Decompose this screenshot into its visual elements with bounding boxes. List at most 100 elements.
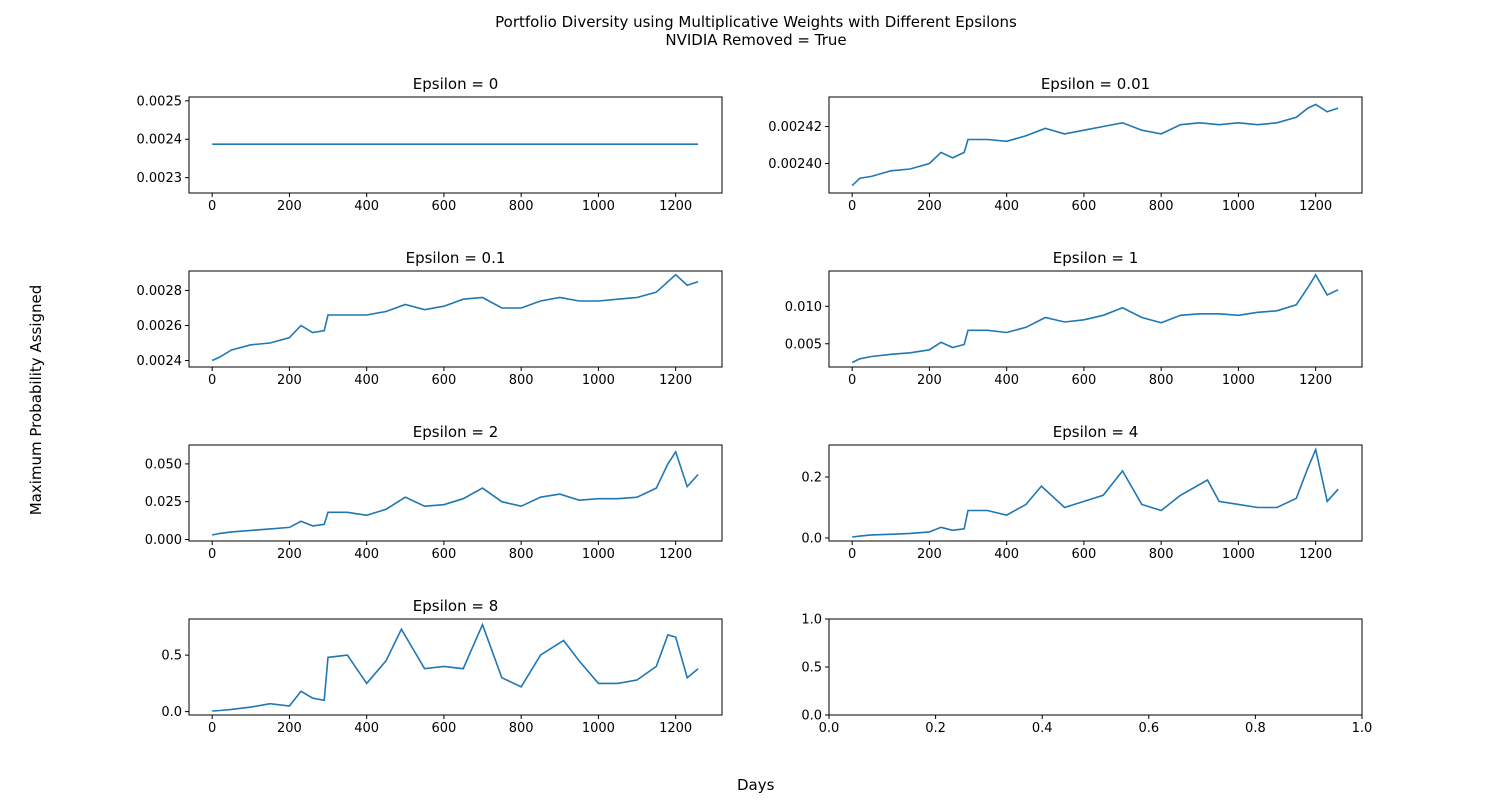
x-tick-label: 1200 xyxy=(659,199,692,214)
x-tick-label: 600 xyxy=(431,199,456,214)
x-tick-label: 400 xyxy=(994,199,1019,214)
data-series-line xyxy=(852,446,1339,538)
x-tick-label: 1200 xyxy=(659,373,692,388)
y-tick-label: 0.025 xyxy=(145,495,182,510)
x-tick-label: 0 xyxy=(208,373,216,388)
x-tick-label: 400 xyxy=(994,373,1019,388)
x-tick-label: 600 xyxy=(431,721,456,736)
x-tick-label: 600 xyxy=(431,547,456,562)
x-tick-label: 1000 xyxy=(582,199,615,214)
y-tick-label: 0.0023 xyxy=(137,171,183,186)
x-tick-label: 400 xyxy=(354,721,379,736)
y-tick-label: 0.0026 xyxy=(137,319,183,334)
axes-frame xyxy=(828,96,1363,194)
x-tick-label: 1200 xyxy=(1299,199,1332,214)
x-tick-label: 0 xyxy=(848,199,856,214)
y-tick-label: 0.010 xyxy=(785,300,822,315)
x-tick-label: 600 xyxy=(1071,199,1096,214)
x-tick-label: 800 xyxy=(1149,373,1174,388)
x-tick-label: 400 xyxy=(354,199,379,214)
x-tick-label: 200 xyxy=(917,199,942,214)
x-tick-label: 1200 xyxy=(1299,373,1332,388)
y-tick-label: 0.00242 xyxy=(768,120,822,135)
x-tick-label: 400 xyxy=(994,547,1019,562)
x-tick-label: 0.2 xyxy=(925,721,946,736)
x-tick-label: 0.0 xyxy=(819,721,840,736)
subplot-title: Epsilon = 0.01 xyxy=(1041,75,1150,93)
data-series-line xyxy=(212,449,699,536)
y-tick-label: 0.5 xyxy=(801,661,822,676)
y-tick-label: 0.0024 xyxy=(137,354,183,369)
y-tick-label: 0.0 xyxy=(161,705,182,720)
data-series-line xyxy=(212,622,699,712)
axes-frame xyxy=(188,618,723,716)
x-tick-label: 200 xyxy=(277,547,302,562)
x-tick-label: 200 xyxy=(277,199,302,214)
y-tick-label: 0.000 xyxy=(145,533,182,548)
axes-frame xyxy=(188,270,723,368)
y-tick-label: 0.050 xyxy=(145,457,182,472)
x-tick-label: 1200 xyxy=(659,721,692,736)
x-tick-label: 0 xyxy=(208,547,216,562)
axes-frame xyxy=(188,444,723,542)
data-series-line xyxy=(851,273,1339,364)
x-tick-label: 1.0 xyxy=(1352,721,1373,736)
x-tick-label: 1200 xyxy=(659,547,692,562)
y-tick-label: 1.0 xyxy=(801,613,822,628)
y-tick-label: 0.0024 xyxy=(137,133,183,148)
y-tick-label: 0.2 xyxy=(801,471,822,486)
x-tick-label: 0.6 xyxy=(1138,721,1159,736)
x-tick-label: 0.4 xyxy=(1032,721,1053,736)
x-tick-label: 800 xyxy=(509,373,534,388)
x-tick-label: 0 xyxy=(848,547,856,562)
x-tick-label: 0 xyxy=(208,721,216,736)
x-tick-label: 600 xyxy=(431,373,456,388)
y-tick-label: 0.0 xyxy=(801,709,822,724)
data-series-line xyxy=(851,103,1339,187)
x-tick-label: 200 xyxy=(277,373,302,388)
figure-title: Portfolio Diversity using Multiplicative… xyxy=(495,13,1017,31)
subplot-title: Epsilon = 4 xyxy=(1053,423,1138,441)
x-tick-label: 400 xyxy=(354,547,379,562)
x-tick-label: 1000 xyxy=(1222,199,1255,214)
y-tick-label: 0.00240 xyxy=(768,157,822,172)
y-tick-label: 0.5 xyxy=(161,649,182,664)
subplot-title: Epsilon = 0.1 xyxy=(406,249,506,267)
axes-frame xyxy=(828,618,1363,716)
x-tick-label: 0 xyxy=(848,373,856,388)
x-tick-label: 200 xyxy=(917,547,942,562)
x-tick-label: 1000 xyxy=(1222,547,1255,562)
figure-subtitle: NVIDIA Removed = True xyxy=(665,31,847,49)
x-tick-label: 200 xyxy=(917,373,942,388)
x-axis-label: Days xyxy=(737,776,775,794)
subplot-title: Epsilon = 8 xyxy=(413,597,498,615)
y-tick-label: 0.0025 xyxy=(137,94,183,109)
subplot-title: Epsilon = 0 xyxy=(413,75,498,93)
x-tick-label: 1000 xyxy=(582,547,615,562)
x-tick-label: 1200 xyxy=(1299,547,1332,562)
x-tick-label: 1000 xyxy=(1222,373,1255,388)
x-tick-label: 400 xyxy=(354,373,379,388)
x-tick-label: 1000 xyxy=(582,721,615,736)
x-tick-label: 600 xyxy=(1071,547,1096,562)
subplot-title: Epsilon = 1 xyxy=(1053,249,1138,267)
x-tick-label: 600 xyxy=(1071,373,1096,388)
y-tick-label: 0.0 xyxy=(801,531,822,546)
axes-frame xyxy=(828,270,1363,368)
y-tick-label: 0.005 xyxy=(785,337,822,352)
x-tick-label: 0 xyxy=(208,199,216,214)
data-series-line xyxy=(211,273,699,362)
y-tick-label: 0.0028 xyxy=(137,284,183,299)
x-tick-label: 800 xyxy=(1149,547,1174,562)
x-tick-label: 800 xyxy=(509,199,534,214)
x-tick-label: 800 xyxy=(509,547,534,562)
axes-frame xyxy=(188,96,723,194)
x-tick-label: 0.8 xyxy=(1245,721,1266,736)
x-tick-label: 200 xyxy=(277,721,302,736)
x-tick-label: 1000 xyxy=(582,373,615,388)
x-tick-label: 800 xyxy=(509,721,534,736)
axes-frame xyxy=(828,444,1363,542)
x-tick-label: 800 xyxy=(1149,199,1174,214)
subplot-title: Epsilon = 2 xyxy=(413,423,498,441)
